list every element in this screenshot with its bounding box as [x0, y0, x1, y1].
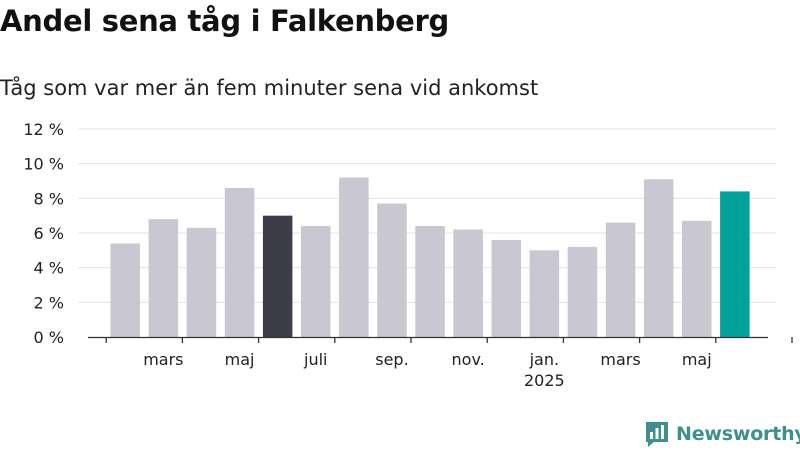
bar: [148, 219, 179, 337]
chart-title: Andel sena tåg i Falkenberg: [0, 4, 449, 38]
chart-subtitle: Tåg som var mer än fem minuter sena vid …: [0, 76, 539, 100]
x-tick-label: maj: [225, 350, 255, 369]
y-tick-label: 0 %: [34, 328, 64, 347]
bar: [224, 187, 255, 337]
bar: [339, 177, 369, 337]
x-tick-label: mars: [600, 350, 640, 369]
x-tick-label: juli: [303, 350, 327, 369]
bar: [720, 191, 750, 337]
newsworthy-logo-text: Newsworthy: [676, 423, 800, 445]
y-tick-label: 2 %: [34, 293, 64, 312]
bar: [262, 215, 293, 337]
bar: [682, 220, 712, 337]
bar: [529, 250, 560, 337]
bars: [110, 177, 750, 337]
y-tick-label: 10 %: [23, 155, 64, 174]
bar: [110, 243, 140, 337]
x-tick-label: sep.: [375, 350, 408, 369]
y-tick-label: 8 %: [34, 189, 64, 208]
x-tick-label: maj: [682, 350, 712, 369]
bar: [567, 246, 598, 337]
bar: [301, 226, 331, 337]
bar: [186, 227, 217, 337]
x-tick-label: nov.: [452, 350, 485, 369]
y-tick-label: 4 %: [34, 259, 64, 278]
bar: [415, 226, 445, 337]
y-axis-ticks: 0 % 2 % 4 % 6 % 8 % 10 % 12 %: [23, 120, 64, 347]
y-tick-label: 12 %: [23, 120, 64, 139]
x-tick-year-label: 2025: [524, 371, 565, 390]
x-tick-label: mars: [143, 350, 183, 369]
x-axis: mars maj juli sep. nov. jan. 2025 mars maj: [88, 336, 793, 390]
newsworthy-logo-icon: [646, 422, 668, 447]
bar: [491, 239, 521, 337]
x-tick-label: jan.: [529, 350, 559, 369]
bar: [605, 222, 636, 337]
y-tick-label: 6 %: [34, 224, 64, 243]
bar: [453, 229, 483, 337]
bar: [643, 179, 674, 337]
newsworthy-logo: Newsworthy: [644, 420, 800, 448]
bar: [377, 203, 407, 337]
